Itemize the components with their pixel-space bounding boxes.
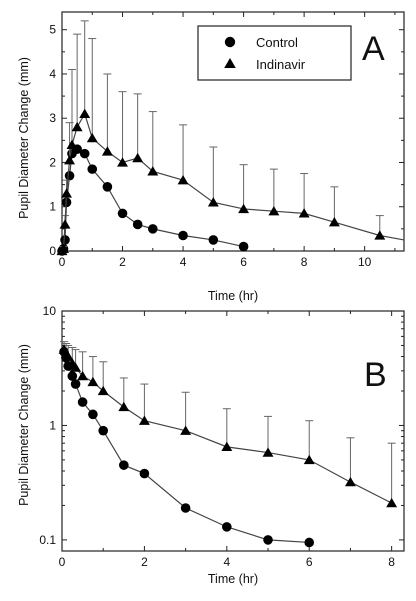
panel-a-indinavir-point (177, 174, 189, 185)
panel-a-ylabel: Pupil Diameter Change (mm) (17, 57, 31, 219)
panel-b-indinavir-point (180, 425, 192, 435)
panel-b: Pupil Diameter Change (mm) Time (hr) B 0… (17, 304, 405, 586)
panel-a-indinavir-point (268, 205, 280, 216)
panel-b-x-tick-label: 8 (388, 555, 395, 569)
panel-a-y-tick-label: 4 (49, 67, 56, 81)
panel-a-control-point (64, 170, 75, 181)
panel-a-plot-frame (61, 11, 405, 252)
panel-b-control-point (180, 503, 191, 513)
panel-b-control-point (119, 460, 129, 470)
panel-b-indinavir-point (303, 454, 315, 465)
panel-a-indinavir-point (147, 166, 159, 176)
panel-b-x-tick-label: 0 (59, 555, 66, 569)
panel-a-x-tick-label: 4 (180, 255, 187, 269)
panel-b-plot-frame (61, 310, 405, 552)
panel-a-x-tick-label: 0 (59, 255, 66, 269)
panel-b-indinavir-point (262, 447, 274, 457)
panel-a-indinavir-point (117, 157, 128, 167)
panel-a-indinavir-point (298, 208, 310, 218)
panel-b-y-tick-label: 1 (49, 418, 56, 432)
panel-b-control-point (139, 468, 150, 479)
panel-a-y-tick-label: 2 (49, 155, 56, 169)
panel-b-control-point (304, 537, 315, 548)
panel-b-indinavir-point (97, 385, 109, 396)
panel-a-control-point (102, 182, 113, 192)
panel-b-indinavir-point (87, 376, 99, 387)
panel-b-control-point (77, 397, 88, 407)
panel-a-control-point (208, 235, 219, 245)
panel-a-indinavir-point (207, 197, 219, 207)
panel-b-indinavir-point (62, 351, 74, 361)
panel-b-control-point (263, 535, 273, 545)
panel-a-x-tick-label: 8 (301, 255, 308, 269)
panel-a-indinavir-point (132, 152, 144, 163)
panel-b-indinavir-line (63, 349, 392, 504)
panel-b-x-tick-label: 2 (141, 555, 148, 569)
panel-b-ylabel: Pupil Diameter Change (mm) (17, 344, 31, 506)
panel-b-y-tick-label: 10 (43, 304, 57, 318)
panel-a-x-tick-label: 2 (119, 255, 126, 269)
panel-a-control-point (238, 241, 249, 252)
panel-a-x-tick-label: 10 (358, 255, 372, 269)
panel-b-y-tick-label: 0.1 (39, 533, 56, 547)
panel-b-control-point (70, 379, 81, 389)
panel-a-control-point (132, 219, 143, 230)
panel-b-x-tick-label: 4 (223, 555, 230, 569)
panel-a-indinavir-point (64, 155, 76, 165)
panel-a-indinavir-point (58, 243, 69, 253)
panel-a-y-tick-label: 5 (49, 23, 56, 37)
panel-a-control-point (87, 164, 98, 174)
panel-a-control-point (117, 208, 128, 219)
legend-box (197, 25, 352, 81)
panel-a-y-tick-label: 0 (49, 244, 56, 258)
legend-control-label: Control (256, 35, 298, 50)
panel-a-indinavir-point (328, 217, 340, 227)
panel-a-indinavir-point (71, 121, 83, 132)
panel-b-control-point (222, 522, 232, 532)
panel-a: Pupil Diameter Change (mm) Time (hr) A 0… (17, 11, 405, 303)
panel-a-indinavir-point (61, 188, 72, 198)
panel-a-control-point (60, 235, 70, 245)
panel-a-indinavir-point (79, 108, 91, 118)
panel-a-indinavir-point (238, 203, 250, 214)
panel-a-indinavir-point (59, 219, 71, 229)
panel-a-y-tick-label: 3 (49, 111, 56, 125)
panel-a-control-point (178, 230, 188, 241)
legend-indinavir-label: Indinavir (256, 57, 306, 72)
panel-b-control-point (67, 371, 78, 381)
panel-a-xlabel: Time (hr) (208, 289, 258, 303)
panel-a-indinavir-point (101, 146, 113, 156)
panel-b-indinavir-point (70, 362, 82, 372)
panel-a-control-point (147, 224, 158, 234)
panel-a-indinavir-line (61, 112, 405, 252)
panel-b-indinavir-point (386, 497, 398, 508)
panel-b-x-tick-label: 6 (306, 555, 313, 569)
panel-a-letter: A (362, 30, 385, 68)
legend-indinavir-marker (224, 58, 236, 68)
panel-b-letter: B (364, 356, 387, 394)
panel-a-y-tick-label: 1 (49, 200, 56, 214)
panel-b-control-point (98, 425, 109, 436)
panel-b-xlabel: Time (hr) (208, 572, 258, 586)
panel-a-plot-area: 0 2 4 6 8 10 0 1 2 3 4 5 (49, 11, 405, 269)
panel-a-control-point (79, 148, 90, 159)
panel-b-control-point (88, 409, 98, 420)
panel-b-indinavir-point (118, 401, 130, 412)
legend-control-marker (224, 36, 236, 48)
panel-a-indinavir-point (66, 139, 78, 149)
panel-a-indinavir-point (86, 132, 98, 143)
panel-b-indinavir-point (77, 370, 89, 381)
panel-a-indinavir-point (374, 230, 386, 240)
panel-b-indinavir-point (221, 441, 233, 452)
panel-b-plot-area: 0 2 4 6 8 0.1 1 10 (39, 304, 405, 569)
legend: Control Indinavir (197, 25, 352, 81)
panel-b-indinavir-point (344, 476, 356, 487)
panel-a-x-tick-label: 6 (240, 255, 247, 269)
panel-b-indinavir-point (138, 415, 150, 425)
panel-b-control-line (63, 351, 310, 544)
